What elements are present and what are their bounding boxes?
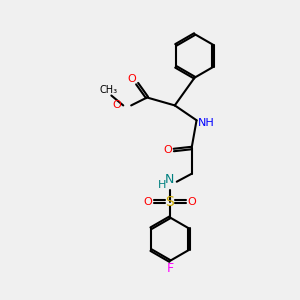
Text: O: O bbox=[164, 145, 172, 155]
Text: CH₃: CH₃ bbox=[99, 85, 118, 94]
Text: NH: NH bbox=[198, 118, 215, 128]
Text: N: N bbox=[165, 173, 175, 186]
Text: O: O bbox=[187, 196, 196, 206]
Text: O: O bbox=[128, 74, 136, 84]
Text: H: H bbox=[158, 180, 166, 190]
Text: O: O bbox=[112, 100, 121, 110]
Text: O: O bbox=[144, 196, 152, 206]
Text: F: F bbox=[166, 262, 173, 275]
Text: S: S bbox=[165, 194, 174, 208]
